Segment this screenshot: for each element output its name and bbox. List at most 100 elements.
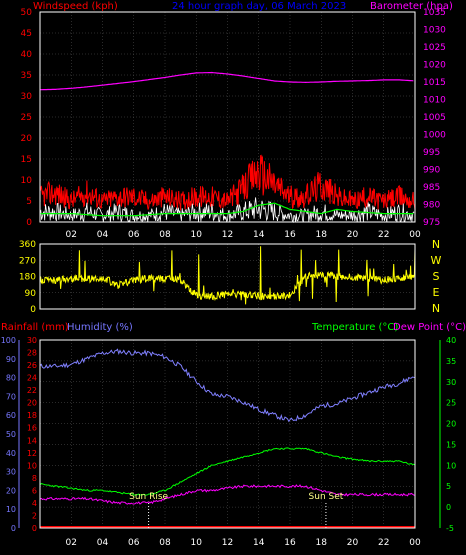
wind-time-tick-label: 12 <box>222 230 233 240</box>
direction-frame <box>39 243 416 310</box>
windspeed-tick-label: 10 <box>21 176 33 186</box>
humidity-tick-label: 2 <box>32 511 37 520</box>
barometer-tick-label: 975 <box>423 218 440 228</box>
windspeed-tick-label: 35 <box>21 71 32 81</box>
barometer-ticks: 975 980 985 990 995 1000 1005 1010 1015 1020 1025 1… <box>423 8 446 228</box>
compass-letter: N <box>432 302 440 315</box>
temperature-tick-label: -5 <box>446 524 454 533</box>
windspeed-tick-label: 45 <box>21 29 32 39</box>
rainfall-tick-label: 100 <box>1 336 16 345</box>
direction-tick-label: 0 <box>30 305 36 315</box>
rainfall-ticks: 0 10 20 30 40 50 60 70 80 90 100 <box>1 336 16 533</box>
temperature-axis-label: Temperature (°C) <box>311 322 398 333</box>
wind-time-tick-label: 22 <box>378 230 389 240</box>
windspeed-tick-label: 30 <box>21 92 33 102</box>
temperature-tick-label: 15 <box>446 440 456 449</box>
temperature-panel: Rainfall (mm) Humidity (%) Temperature (… <box>1 322 466 548</box>
sun-annotations: Sun Rise Sun Set <box>129 492 344 528</box>
temperature-time-tick-label: 22 <box>378 538 389 548</box>
wind-gust-line <box>39 154 416 211</box>
wind-time-tick-label: 04 <box>97 230 109 240</box>
direction-ticks: 0 90 180 270 360 <box>19 240 36 315</box>
rainfall-tick-label: 90 <box>6 355 16 364</box>
chart-title: 24 hour graph day, 06 March 2023 <box>172 1 346 12</box>
barometer-tick-label: 1025 <box>423 43 446 53</box>
humidity-tick-label: 6 <box>32 486 37 495</box>
wind-time-tick-label: 08 <box>159 230 171 240</box>
direction-tick-label: 90 <box>25 289 37 299</box>
temperature-time-tick-label: 00 <box>409 538 421 548</box>
rainfall-tick-label: 10 <box>6 505 16 514</box>
sunset-label: Sun Set <box>309 492 344 502</box>
barometer-tick-label: 990 <box>423 166 440 176</box>
temperature-tick-label: 5 <box>446 482 451 491</box>
wind-speed-line <box>39 197 415 224</box>
direction-tick-label: 180 <box>19 273 36 283</box>
temperature-time-tick-label: 18 <box>316 538 328 548</box>
barometer-tick-label: 1035 <box>423 8 446 18</box>
humidity-tick-label: 22 <box>27 386 37 395</box>
windspeed-tick-label: 25 <box>21 113 32 123</box>
rainfall-tick-label: 70 <box>6 392 16 401</box>
windspeed-tick-label: 15 <box>21 155 32 165</box>
temperature-tick-label: 25 <box>446 399 456 408</box>
wind-direction-line <box>39 246 416 305</box>
sunrise-label: Sun Rise <box>129 492 168 502</box>
windspeed-tick-label: 5 <box>26 197 32 207</box>
temperature-time-tick-label: 08 <box>159 538 171 548</box>
rainfall-tick-label: 0 <box>11 524 16 533</box>
wind-time-tick-label: 18 <box>316 230 328 240</box>
dewpoint-axis-label: Dew Point (°C) <box>393 322 466 333</box>
barometer-tick-label: 1005 <box>423 113 446 123</box>
wind-time-tick-label: 00 <box>409 230 421 240</box>
rainfall-tick-label: 40 <box>6 449 16 458</box>
temperature-time-ticks: 02 04 06 08 10 12 14 16 18 20 22 00 <box>66 538 421 548</box>
windspeed-tick-label: 40 <box>21 50 33 60</box>
temperature-tick-label: 40 <box>446 336 456 345</box>
humidity-tick-label: 4 <box>32 499 37 508</box>
humidity-tick-label: 24 <box>27 374 37 383</box>
temperature-line <box>39 447 416 496</box>
temperature-time-tick-label: 12 <box>222 538 233 548</box>
temperature-ticks: -5 0 5 10 15 20 25 30 35 40 <box>446 336 456 533</box>
wind-time-ticks: 02 04 06 08 10 12 14 16 18 20 22 00 <box>66 230 421 240</box>
direction-series-group <box>39 246 416 305</box>
temperature-tick-label: 20 <box>446 420 456 429</box>
barometer-tick-label: 1015 <box>423 78 446 88</box>
wind-time-tick-label: 06 <box>128 230 140 240</box>
direction-tick-label: 270 <box>19 256 36 266</box>
temperature-tick-label: 35 <box>446 357 456 366</box>
compass-letter: W <box>431 254 442 267</box>
humidity-line <box>39 348 416 423</box>
windspeed-axis-label: Windspeed (kph) <box>33 1 118 12</box>
wind-frame <box>39 11 416 223</box>
humidity-tick-label: 30 <box>27 336 37 345</box>
temperature-time-tick-label: 06 <box>128 538 140 548</box>
temperature-time-tick-label: 04 <box>97 538 109 548</box>
windspeed-tick-label: 50 <box>21 8 33 18</box>
temperature-tick-label: 30 <box>446 378 456 387</box>
humidity-tick-label: 20 <box>27 399 37 408</box>
temperature-series-group <box>39 348 416 528</box>
barometer-tick-label: 980 <box>423 201 440 211</box>
humidity-tick-label: 16 <box>27 424 37 433</box>
temperature-time-tick-label: 10 <box>191 538 203 548</box>
rainfall-axis-label: Rainfall (mm) <box>1 322 69 333</box>
temperature-tick-label: 10 <box>446 461 456 470</box>
compass-letter: N <box>432 238 440 251</box>
windspeed-ticks: 0 5 10 15 20 25 30 35 40 45 50 <box>21 8 33 228</box>
temperature-time-tick-label: 02 <box>66 538 77 548</box>
wind-series-group <box>39 71 416 224</box>
rainfall-tick-label: 60 <box>6 411 16 420</box>
compass-letter: S <box>433 270 440 283</box>
rainfall-tick-label: 50 <box>6 430 16 439</box>
wind-average-line <box>40 202 414 217</box>
humidity-tick-label: 28 <box>27 349 37 358</box>
barometer-tick-label: 985 <box>423 183 440 193</box>
compass-letter: E <box>433 286 440 299</box>
windspeed-tick-label: 20 <box>21 134 33 144</box>
humidity-tick-label: 8 <box>32 474 37 483</box>
